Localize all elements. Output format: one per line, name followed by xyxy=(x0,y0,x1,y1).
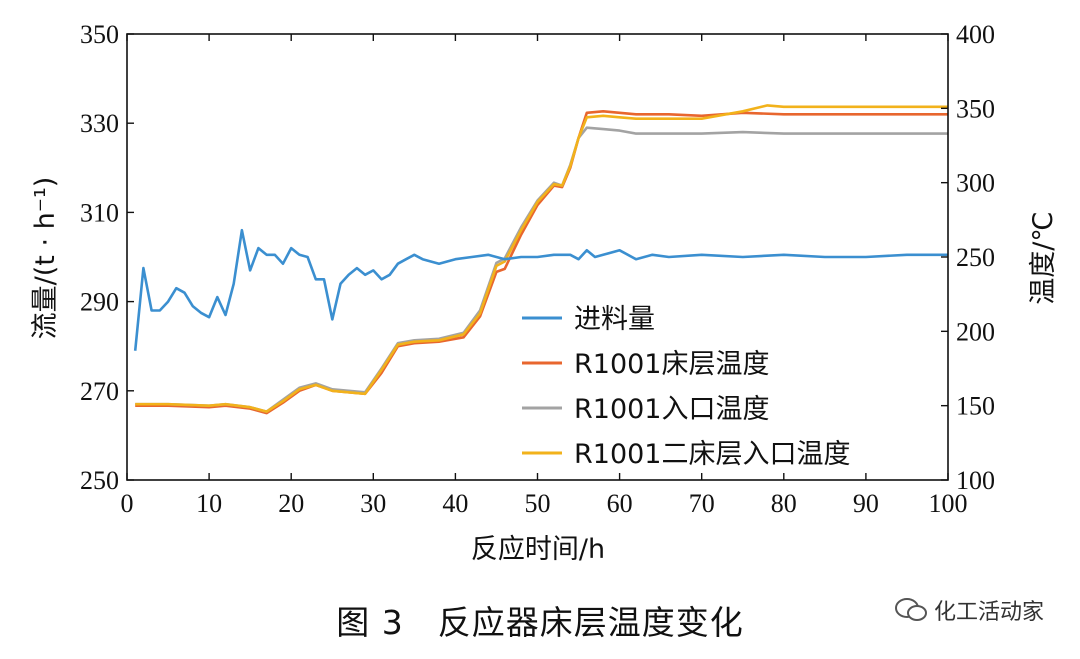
figure-caption: 图 3 反应器床层温度变化 xyxy=(336,603,744,642)
y-right-tick-label: 250 xyxy=(956,243,995,272)
y-axis-left-label: 流量/(t · h⁻¹) xyxy=(30,177,61,340)
series-line-3 xyxy=(135,104,948,413)
y-axis-right-label: 温度/℃ xyxy=(1028,211,1059,304)
y-left-tick-label: 250 xyxy=(80,466,119,495)
series-line-2 xyxy=(135,126,948,413)
plot-area xyxy=(133,104,948,415)
y-right-tick-label: 150 xyxy=(956,392,995,421)
axes xyxy=(126,33,949,481)
x-tick-label: 100 xyxy=(929,489,968,518)
y-left-tick-label: 270 xyxy=(80,377,119,406)
y-right-tick-label: 200 xyxy=(956,317,995,346)
y-right-tick-label: 350 xyxy=(956,94,995,123)
legend-entry-0: 进料量 xyxy=(574,304,655,335)
y-right-tick-label: 300 xyxy=(956,169,995,198)
y-right-tick-label: 400 xyxy=(956,20,995,49)
watermark: 化工活动家 xyxy=(894,594,1044,626)
legend-entry-1: R1001床层温度 xyxy=(574,349,769,380)
legend-entry-2: R1001入口温度 xyxy=(574,394,769,425)
y-left-tick-label: 350 xyxy=(80,20,119,49)
x-tick-label: 80 xyxy=(771,489,797,518)
x-tick-label: 0 xyxy=(121,489,134,518)
y-left-tick-label: 310 xyxy=(80,198,119,227)
x-tick-label: 20 xyxy=(278,489,304,518)
x-tick-label: 90 xyxy=(853,489,879,518)
y-left-tick-label: 290 xyxy=(80,288,119,317)
legend: 进料量 R1001床层温度 R1001入口温度 R1001二床层入口温度 xyxy=(522,304,850,470)
legend-entry-3: R1001二床层入口温度 xyxy=(574,439,850,470)
y-right-tick-label: 100 xyxy=(956,466,995,495)
x-tick-label: 30 xyxy=(360,489,386,518)
chat-bubble-icon xyxy=(894,598,927,621)
x-tick-label: 70 xyxy=(689,489,715,518)
x-tick-label: 40 xyxy=(442,489,468,518)
x-tick-label: 50 xyxy=(525,489,551,518)
x-axis-label: 反应时间/h xyxy=(471,534,605,565)
tick-labels: 0 10 20 30 40 50 60 70 80 90 100 250 270 290 310 330 350… xyxy=(80,20,995,518)
watermark-text: 化工活动家 xyxy=(933,600,1044,625)
chart: 0 10 20 30 40 50 60 70 80 90 100 250 270 290 310 330 350… xyxy=(30,20,1059,565)
series-line-0 xyxy=(133,228,948,351)
x-tick-label: 10 xyxy=(196,489,222,518)
y-left-tick-label: 330 xyxy=(80,109,119,138)
x-tick-label: 60 xyxy=(607,489,633,518)
series-line-1 xyxy=(135,110,948,415)
